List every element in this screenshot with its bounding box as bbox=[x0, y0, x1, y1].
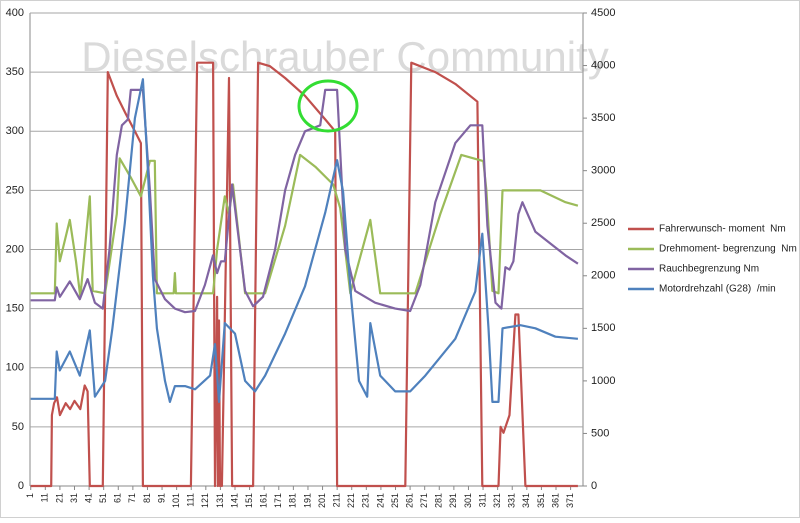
x-tick-label: 41 bbox=[83, 493, 93, 503]
x-tick-label: 1 bbox=[25, 493, 35, 498]
legend-label: Motordrehzahl (G28) /min bbox=[659, 284, 776, 295]
x-tick-label: 291 bbox=[448, 493, 458, 508]
x-tick-label: 61 bbox=[113, 493, 123, 503]
x-tick-label: 331 bbox=[507, 493, 517, 508]
y-tick-label: 400 bbox=[6, 7, 24, 19]
x-tick-label: 271 bbox=[419, 493, 429, 508]
y-tick-label: 200 bbox=[6, 243, 24, 255]
x-tick-label: 101 bbox=[171, 493, 181, 508]
x-tick-label: 211 bbox=[332, 493, 342, 507]
x-tick-label: 131 bbox=[215, 493, 225, 508]
x-tick-label: 151 bbox=[244, 493, 254, 508]
x-tick-label: 371 bbox=[565, 493, 575, 508]
x-tick-label: 361 bbox=[550, 493, 560, 508]
y2-tick-label: 4000 bbox=[591, 59, 615, 71]
legend-label: Rauchbegrenzung Nm bbox=[659, 264, 759, 275]
x-tick-label: 121 bbox=[200, 493, 210, 508]
x-tick-label: 251 bbox=[390, 493, 400, 508]
y-tick-label: 250 bbox=[6, 184, 24, 196]
y-tick-label: 50 bbox=[12, 421, 24, 433]
y2-tick-label: 4500 bbox=[591, 7, 615, 19]
x-tick-label: 51 bbox=[98, 493, 108, 503]
x-tick-label: 221 bbox=[346, 493, 356, 508]
x-tick-label: 301 bbox=[463, 493, 473, 508]
x-tick-label: 321 bbox=[492, 493, 502, 508]
legend-label: Drehmoment- begrenzung Nm bbox=[659, 244, 797, 255]
x-tick-label: 11 bbox=[40, 493, 50, 502]
x-tick-label: 191 bbox=[302, 493, 312, 508]
y2-tick-label: 3000 bbox=[591, 165, 615, 177]
x-tick-label: 181 bbox=[288, 493, 298, 508]
series-line bbox=[30, 61, 578, 488]
x-tick-label: 31 bbox=[69, 493, 79, 503]
y-tick-label: 350 bbox=[6, 66, 24, 78]
x-tick-label: 81 bbox=[142, 493, 152, 503]
y2-tick-label: 2000 bbox=[591, 270, 615, 282]
y2-tick-label: 0 bbox=[591, 480, 597, 492]
y2-tick-label: 500 bbox=[591, 427, 609, 439]
highlight-circle bbox=[297, 79, 359, 133]
y-tick-label: 0 bbox=[18, 480, 24, 492]
x-tick-label: 261 bbox=[404, 493, 414, 508]
watermark: Dieselschrauber Community bbox=[81, 33, 609, 80]
x-tick-label: 241 bbox=[375, 493, 385, 508]
x-tick-label: 91 bbox=[156, 493, 166, 503]
y2-tick-label: 1500 bbox=[591, 322, 615, 334]
series-line bbox=[30, 88, 579, 314]
x-tick-label: 161 bbox=[259, 493, 269, 508]
x-tick-label: 111 bbox=[186, 493, 196, 507]
series-line bbox=[30, 78, 579, 403]
y2-tick-label: 2500 bbox=[591, 217, 615, 229]
x-tick-label: 311 bbox=[477, 493, 487, 507]
legend-label: Fahrerwunsch- moment Nm bbox=[659, 224, 786, 235]
y-tick-label: 100 bbox=[6, 362, 24, 374]
x-tick-label: 141 bbox=[229, 493, 239, 508]
y-tick-label: 150 bbox=[6, 303, 24, 315]
x-tick-label: 21 bbox=[54, 493, 64, 503]
x-tick-label: 71 bbox=[127, 493, 137, 503]
x-tick-label: 341 bbox=[521, 493, 531, 508]
y2-tick-label: 3500 bbox=[591, 112, 615, 124]
x-tick-label: 281 bbox=[434, 493, 444, 508]
x-tick-label: 351 bbox=[536, 493, 546, 508]
x-tick-label: 231 bbox=[361, 493, 371, 508]
y2-tick-label: 1000 bbox=[591, 375, 615, 387]
y-tick-label: 300 bbox=[6, 125, 24, 137]
x-tick-label: 171 bbox=[273, 493, 283, 508]
x-tick-label: 201 bbox=[317, 493, 327, 508]
